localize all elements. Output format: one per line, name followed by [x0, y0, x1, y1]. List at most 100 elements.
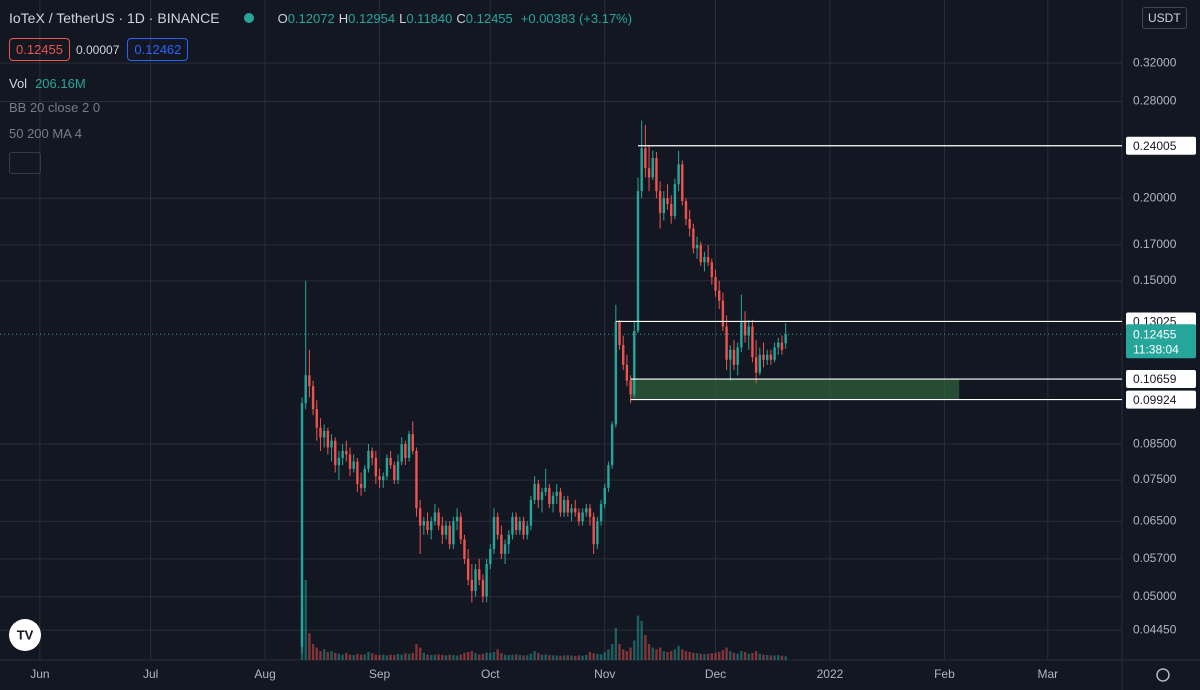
volume-bar	[570, 655, 573, 660]
volume-bar	[407, 653, 411, 660]
volume-bar	[618, 644, 621, 660]
volume-bar	[382, 654, 385, 660]
candle-body	[588, 508, 592, 517]
y-tick-label: 0.04450	[1133, 622, 1177, 636]
candle-body	[574, 508, 577, 513]
change: +0.00383 (+3.17%)	[520, 10, 633, 26]
volume-bar	[548, 655, 551, 660]
volume-bar	[673, 649, 677, 660]
volume-bar	[588, 652, 592, 660]
candle-body	[721, 300, 725, 327]
candle-body	[670, 203, 673, 216]
volume-bar	[322, 649, 326, 660]
y-tick-label: 0.28000	[1133, 94, 1177, 108]
volume-bar	[452, 655, 455, 660]
candle-body	[359, 483, 363, 488]
candle-body	[455, 516, 459, 522]
volume-bar	[784, 656, 787, 660]
volume-bar	[422, 652, 426, 660]
volume-bar	[736, 653, 739, 660]
volume-bar	[625, 651, 629, 660]
volume-bar	[448, 654, 451, 660]
candle-body	[315, 409, 318, 428]
candle-body	[718, 290, 721, 301]
candle-body	[754, 357, 758, 373]
data	[0, 120, 1122, 660]
ohlc-value: 0.12954	[348, 10, 396, 26]
currency[interactable]: USDT	[1142, 7, 1187, 29]
settings-icon[interactable]	[1156, 668, 1170, 682]
y-tick-label: 0.07500	[1133, 472, 1177, 486]
candle-body	[758, 354, 762, 373]
candle-body	[485, 564, 488, 597]
volume-bar	[747, 653, 750, 660]
volume-bar	[389, 654, 392, 660]
y-tick-label: 0.05000	[1133, 589, 1177, 603]
volume-bar	[433, 654, 437, 660]
symbol: IoTeX / TetherUS · 1D · BINANCE	[9, 10, 220, 26]
collapse-button[interactable]	[9, 152, 41, 174]
volume-bar	[743, 652, 747, 660]
volume-bar	[540, 654, 544, 660]
candle-body	[655, 158, 658, 192]
buy-button[interactable]: 0.12462	[127, 38, 189, 61]
volume-bar	[562, 655, 566, 660]
candle-body	[418, 508, 422, 526]
volume-bar	[511, 654, 514, 660]
volume-bar	[596, 653, 599, 660]
candle-body	[714, 277, 717, 291]
volume-bar	[459, 654, 462, 660]
candle-body	[699, 244, 702, 263]
sell-button[interactable]: 0.12455	[9, 38, 70, 61]
candle-body	[308, 375, 311, 387]
candle-body	[692, 228, 695, 249]
logo: TV	[9, 619, 41, 651]
volume-bar	[463, 652, 466, 660]
level-label: 0.10659	[1133, 372, 1177, 386]
indicator[interactable]: 50 200 MA 4	[9, 126, 82, 141]
volume-bar	[762, 654, 765, 660]
volume-bar	[614, 628, 618, 660]
candle-body	[732, 349, 736, 365]
x-tick-label: Feb	[934, 667, 955, 681]
candle-body	[463, 539, 466, 559]
volume-bar	[533, 651, 536, 660]
volume-bar	[662, 651, 666, 660]
volume-bar	[518, 655, 522, 660]
candle-body	[537, 483, 540, 500]
candle-body	[769, 354, 773, 360]
axes: Jun Jul Aug Sep Oct Nov Dec 2022 Feb Mar 0.32000 0.…	[30, 55, 1196, 681]
volume-bar	[559, 655, 562, 660]
volume-bar	[718, 652, 721, 660]
candle-body	[551, 495, 555, 505]
volume-bar	[485, 652, 488, 660]
volume-bar	[555, 655, 558, 660]
ohlc-value: 0.12072	[287, 10, 335, 26]
candle-body	[633, 330, 636, 395]
volume-label: Vol	[9, 76, 28, 91]
x-tick-label: Aug	[254, 667, 275, 681]
candle-body	[507, 534, 510, 545]
volume-bar	[529, 653, 533, 660]
volume-bar	[319, 651, 322, 660]
candle-body	[367, 450, 370, 469]
candle-body	[592, 516, 595, 545]
volume-bar	[311, 644, 315, 660]
candle-body	[337, 457, 341, 466]
candle-body	[385, 457, 389, 477]
candle-body	[496, 516, 499, 535]
volume-bar	[699, 653, 702, 660]
y-tick-label: 0.06500	[1133, 513, 1177, 527]
candle-body	[736, 347, 739, 365]
volume-bar	[551, 655, 555, 660]
candle-body	[740, 321, 743, 348]
level-label-box	[1126, 370, 1196, 389]
volume-bar	[670, 651, 673, 660]
candle-body	[404, 444, 407, 458]
volume-bar	[651, 647, 654, 660]
candle-body	[533, 483, 536, 500]
indicator[interactable]: BB 20 close 2 0	[9, 100, 101, 115]
candle-body	[500, 534, 503, 554]
